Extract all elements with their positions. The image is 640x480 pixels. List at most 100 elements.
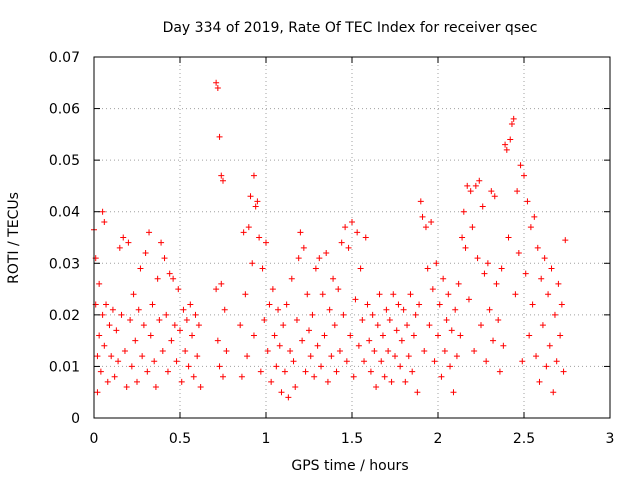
data-point — [250, 332, 257, 339]
data-point — [400, 306, 407, 313]
data-point — [373, 384, 380, 391]
data-point — [469, 224, 476, 231]
data-point — [560, 368, 567, 375]
data-point — [417, 198, 424, 205]
data-point — [250, 172, 257, 179]
data-point — [140, 322, 147, 329]
data-point — [218, 280, 225, 287]
data-point — [429, 286, 436, 293]
data-point — [392, 353, 398, 360]
data-point — [333, 368, 340, 375]
data-point — [263, 239, 269, 246]
data-point — [393, 327, 400, 334]
y-tick-label: 0.01 — [49, 359, 80, 375]
data-point — [213, 79, 220, 86]
data-point — [514, 188, 521, 195]
data-point — [448, 327, 455, 334]
data-point — [290, 358, 297, 365]
data-point — [507, 136, 514, 143]
data-point — [546, 342, 553, 349]
data-point — [183, 317, 190, 324]
data-point — [292, 384, 299, 391]
data-point — [362, 234, 369, 241]
data-point — [522, 270, 529, 277]
data-point — [526, 332, 533, 339]
data-point — [128, 363, 135, 370]
data-point — [545, 291, 552, 298]
data-point — [137, 265, 144, 272]
data-point — [103, 301, 110, 308]
data-point — [517, 162, 524, 169]
data-point — [529, 301, 536, 308]
data-point — [359, 317, 366, 324]
data-point — [173, 358, 180, 365]
data-point — [108, 353, 115, 360]
data-point — [111, 373, 118, 380]
data-point — [397, 363, 404, 370]
data-point — [345, 244, 352, 251]
data-point — [438, 373, 445, 380]
data-point — [366, 337, 373, 344]
data-point — [163, 311, 170, 318]
data-point — [304, 291, 311, 298]
data-point — [104, 378, 111, 385]
y-tick-label: 0.03 — [49, 256, 80, 272]
data-point — [125, 239, 132, 246]
data-point — [266, 301, 273, 308]
data-point — [539, 322, 546, 329]
data-point — [336, 347, 343, 354]
data-point — [142, 249, 149, 256]
data-point — [524, 198, 531, 205]
y-axis-label: ROTI / TECUs — [6, 192, 22, 284]
data-point — [285, 394, 292, 401]
data-point — [474, 255, 481, 262]
data-point — [414, 389, 421, 396]
data-point — [531, 213, 538, 220]
data-point — [553, 358, 560, 365]
data-point — [238, 373, 245, 380]
data-point — [168, 337, 175, 344]
data-point — [388, 378, 395, 385]
x-tick-label: 0.5 — [169, 431, 191, 447]
x-axis-label: GPS time / hours — [291, 458, 408, 474]
data-point — [404, 322, 411, 329]
data-point — [99, 311, 106, 318]
data-point — [237, 322, 244, 329]
data-point — [307, 353, 314, 360]
data-point — [498, 265, 505, 272]
data-point — [478, 322, 484, 329]
data-point — [170, 275, 177, 282]
data-point — [245, 224, 252, 231]
data-point — [311, 373, 318, 380]
data-point — [269, 286, 276, 293]
data-point — [134, 378, 140, 385]
data-point — [180, 306, 187, 313]
data-point — [106, 322, 113, 329]
data-point — [146, 229, 153, 236]
y-tick-label: 0.07 — [49, 50, 80, 66]
data-point — [94, 389, 101, 396]
data-point — [431, 358, 438, 365]
y-tick-label: 0.02 — [49, 308, 80, 324]
data-point — [543, 363, 550, 370]
data-point — [354, 229, 361, 236]
data-point — [256, 234, 263, 241]
data-point — [471, 347, 478, 354]
data-point — [371, 347, 378, 354]
data-point — [386, 317, 393, 324]
data-point — [495, 317, 502, 324]
data-point — [486, 306, 493, 313]
data-point — [177, 327, 183, 334]
data-point — [367, 368, 374, 375]
data-point — [223, 347, 230, 354]
data-point — [96, 332, 103, 339]
data-point — [214, 84, 221, 91]
axis-ticks — [93, 56, 611, 419]
data-point — [330, 275, 337, 282]
x-tick-label: 1 — [262, 431, 271, 447]
data-point — [195, 322, 202, 329]
data-point — [161, 255, 168, 262]
data-point — [130, 291, 137, 298]
data-point — [182, 347, 189, 354]
